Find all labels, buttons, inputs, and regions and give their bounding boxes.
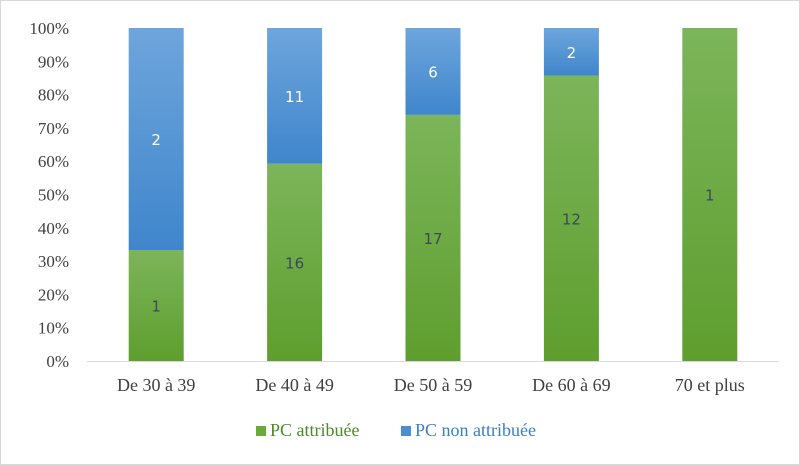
data-label: 17 — [423, 230, 442, 248]
bar-segment — [405, 28, 461, 115]
y-tick-label: 80% — [38, 86, 69, 105]
bar-segment — [405, 114, 461, 361]
y-tick-label: 70% — [38, 119, 69, 138]
data-label: 1 — [151, 298, 161, 316]
y-tick-label: 90% — [38, 52, 69, 71]
x-tick-label: De 60 à 69 — [532, 375, 610, 395]
y-axis: 0% 10% 20% 30% 40% 50% 60% 70% 80% 90% 100% — [29, 19, 69, 371]
bar-segment — [128, 28, 184, 250]
y-tick-label: 20% — [38, 285, 69, 304]
legend: PC attribuée PC non attribuée — [256, 420, 536, 440]
bar-segment — [682, 28, 738, 361]
x-tick-label: De 30 à 39 — [117, 375, 195, 395]
bar-segment — [267, 28, 323, 164]
bar-segment — [128, 250, 184, 361]
y-tick-label: 60% — [38, 152, 69, 171]
data-label: 16 — [285, 254, 304, 272]
bar-segment — [267, 163, 323, 361]
legend-label: PC non attribuée — [415, 420, 536, 440]
x-tick-label: De 40 à 49 — [255, 375, 333, 395]
data-label: 11 — [285, 88, 304, 106]
legend-label: PC attribuée — [270, 420, 359, 440]
y-tick-label: 40% — [38, 219, 69, 238]
y-tick-label: 10% — [38, 319, 69, 338]
legend-swatch — [401, 426, 411, 436]
x-tick-label: De 50 à 59 — [394, 375, 472, 395]
data-label: 12 — [562, 210, 581, 228]
x-tick-label: 70 et plus — [675, 375, 745, 395]
data-label: 2 — [567, 44, 577, 62]
y-tick-label: 0% — [46, 352, 69, 371]
legend-swatch — [256, 426, 266, 436]
bar-segment — [543, 28, 599, 76]
data-label: 2 — [151, 131, 161, 149]
bar-segment — [543, 75, 599, 362]
y-tick-label: 100% — [29, 19, 69, 38]
y-tick-label: 50% — [38, 186, 69, 205]
data-label: 6 — [428, 63, 438, 81]
y-tick-label: 30% — [38, 252, 69, 271]
data-label: 1 — [705, 187, 715, 205]
x-axis: De 30 à 39 De 40 à 49 De 50 à 59 De 60 à 69… — [87, 361, 779, 395]
